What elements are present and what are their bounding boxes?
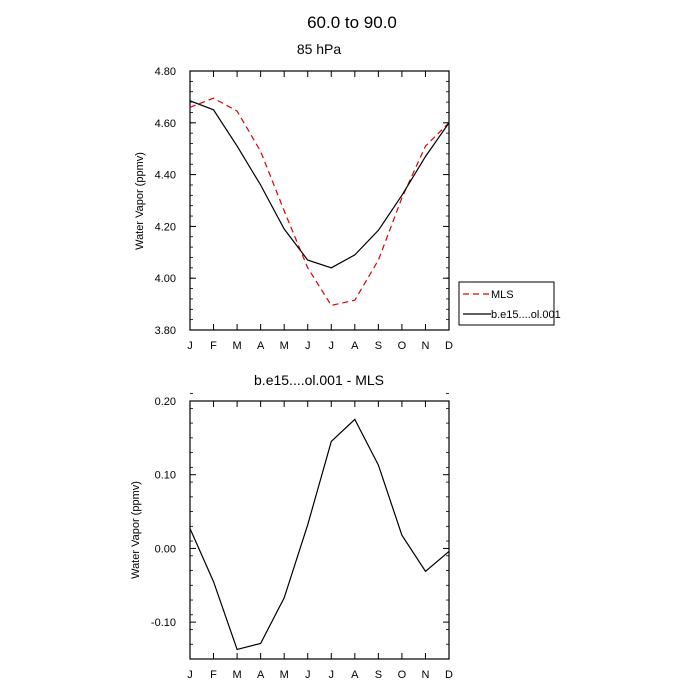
y-tick-label: 0.00	[155, 543, 176, 555]
x-tick-label: S	[375, 669, 382, 681]
x-tick-label: J	[305, 340, 311, 352]
x-tick-label: O	[398, 340, 407, 352]
x-tick-label: A	[351, 669, 359, 681]
legend-label-mls: MLS	[491, 289, 514, 301]
x-tick-label: F	[210, 669, 217, 681]
x-tick-label: A	[257, 669, 265, 681]
series-line-0-0	[189, 97, 450, 307]
y-tick-label: 0.20	[155, 396, 176, 408]
x-tick-label: M	[280, 340, 289, 352]
series-line-0-1	[189, 100, 450, 269]
y-tick-label: -0.10	[151, 617, 176, 629]
x-tick-label: J	[329, 340, 335, 352]
x-tick-label: J	[305, 669, 311, 681]
plot-frame	[189, 70, 450, 331]
y-tick-label: 4.00	[155, 273, 176, 285]
y-tick-label: 3.80	[155, 325, 176, 337]
series-line-1-0	[189, 418, 450, 651]
panel-bottom-ylabel: Water Vapor (ppmv)	[130, 481, 142, 579]
x-tick-label: A	[257, 340, 265, 352]
x-tick-label: A	[351, 340, 359, 352]
legend-label-model: b.e15....ol.001	[491, 309, 561, 321]
x-tick-label: D	[445, 669, 453, 681]
x-tick-label: D	[445, 340, 453, 352]
panel-top-title: 85 hPa	[297, 41, 342, 57]
x-tick-label: N	[421, 340, 429, 352]
x-tick-label: S	[375, 340, 382, 352]
y-tick-label: 4.80	[155, 66, 176, 78]
legend: MLS b.e15....ol.001	[458, 281, 561, 326]
panel-top: 85 hPa Water Vapor (ppmv) J F M A M J J A S O N D 3.…	[134, 41, 453, 352]
x-tick-label: N	[421, 669, 429, 681]
panel-top-ylabel: Water Vapor (ppmv)	[134, 152, 146, 250]
x-tick-label: J	[329, 669, 335, 681]
x-tick-label: J	[187, 669, 193, 681]
y-tick-label: 0.10	[155, 470, 176, 482]
panel-bottom: b.e15....ol.001 - MLS Water Vapor (ppmv)…	[130, 372, 453, 681]
x-tick-label: M	[233, 669, 242, 681]
y-tick-label: 4.60	[155, 118, 176, 130]
figure-title: 60.0 to 90.0	[307, 13, 397, 32]
x-tick-label: M	[280, 669, 289, 681]
plot-frame	[189, 400, 450, 660]
legend-box	[458, 281, 555, 326]
y-tick-label: 4.20	[155, 221, 176, 233]
x-tick-label: F	[210, 340, 217, 352]
x-tick-label: O	[398, 669, 407, 681]
x-tick-label: J	[187, 340, 193, 352]
panel-bottom-title: b.e15....ol.001 - MLS	[254, 372, 384, 388]
x-tick-label: M	[233, 340, 242, 352]
y-tick-label: 4.40	[155, 170, 176, 182]
